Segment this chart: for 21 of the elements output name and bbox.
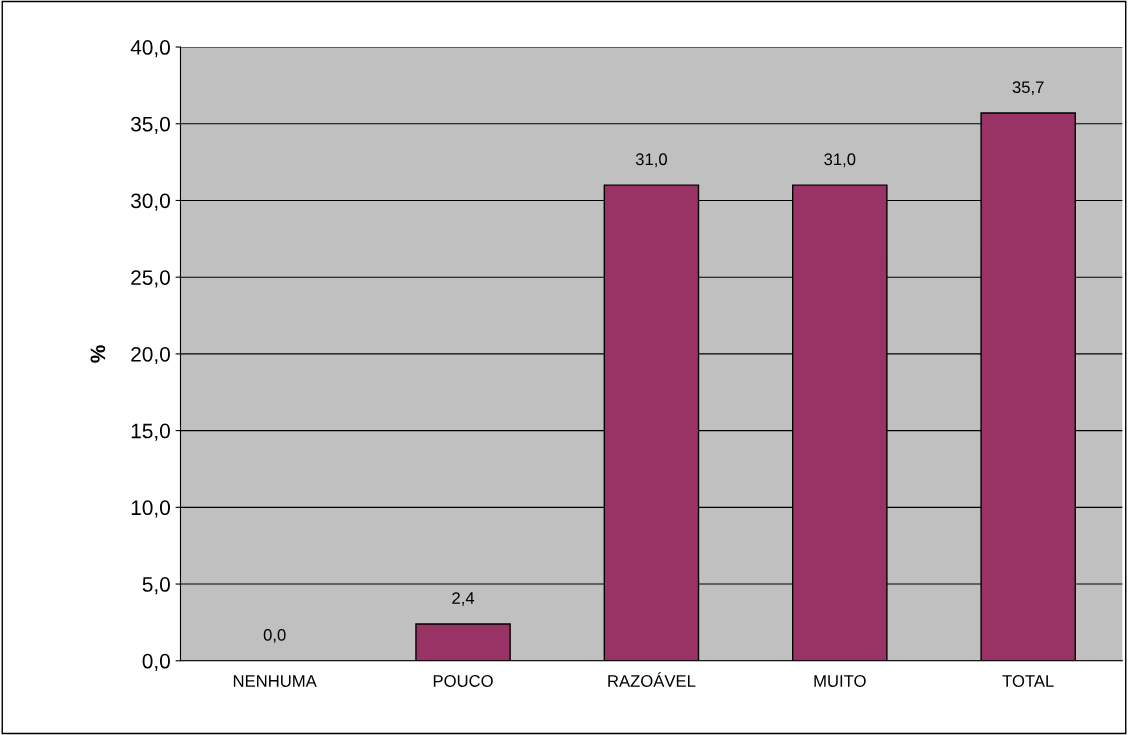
data-label: 31,0 (635, 153, 667, 168)
data-label: 2,4 (452, 592, 475, 606)
x-tick-label: POUCO (433, 675, 493, 687)
bar (415, 623, 511, 661)
y-tick-label: 15,0 (131, 423, 170, 441)
x-tick-label: TOTAL (1002, 675, 1054, 687)
y-tick-label: 10,0 (131, 500, 170, 518)
y-tick-label: 25,0 (131, 270, 170, 288)
y-tick-label: 30,0 (131, 193, 170, 211)
data-label: 31,0 (824, 153, 856, 168)
x-tick-label: NENHUMA (233, 675, 317, 687)
y-tick-label: 40,0 (130, 40, 170, 58)
x-tick-label: RAZOÁVEL (608, 672, 696, 687)
y-tick-label: 0,0 (142, 653, 170, 671)
y-tick-label: 20,0 (131, 346, 170, 365)
x-tick-label: MUITO (814, 675, 866, 687)
y-axis-title: % (90, 345, 106, 363)
data-label: 35,7 (1012, 81, 1044, 96)
data-label: 0,0 (263, 629, 286, 643)
y-tick-label: 35,0 (131, 116, 170, 134)
y-tick-label: 5,0 (142, 577, 170, 595)
